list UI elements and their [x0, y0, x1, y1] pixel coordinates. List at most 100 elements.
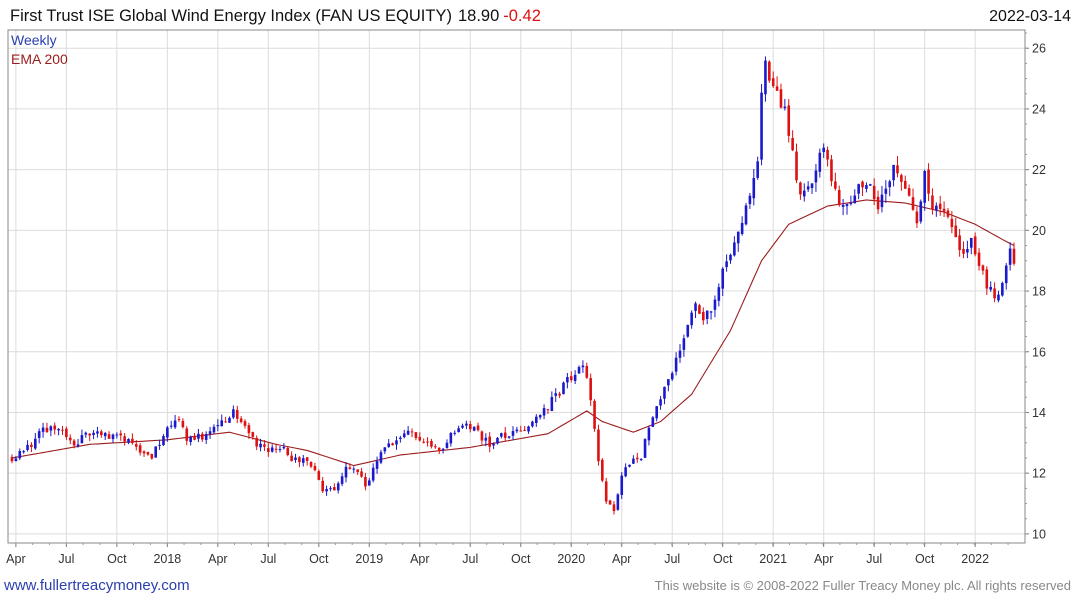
legend-ema: EMA 200	[11, 51, 68, 67]
candle-body	[348, 467, 352, 469]
candle-body	[841, 204, 845, 207]
candle-body	[1008, 248, 1012, 265]
candle-body	[608, 500, 612, 505]
candle-body	[888, 181, 892, 188]
candle-body	[527, 426, 530, 432]
candle-body	[41, 427, 45, 432]
candle-body	[193, 435, 196, 440]
candle-body	[853, 195, 857, 204]
candle-body	[907, 188, 911, 196]
candle-body	[612, 504, 616, 512]
x-tick-label: Apr	[410, 552, 429, 566]
candle-body	[604, 481, 608, 502]
candle-body	[651, 417, 655, 427]
candle-body	[702, 311, 705, 321]
candle-body	[166, 427, 169, 438]
candle-body	[550, 396, 554, 411]
candle-body	[37, 431, 41, 438]
candle-body	[325, 488, 328, 492]
candle-body	[402, 433, 406, 438]
candle-body	[430, 441, 433, 447]
x-tick-label: Jul	[462, 552, 478, 566]
candle-body	[954, 225, 958, 238]
candle-body	[298, 457, 301, 463]
x-tick-label: Apr	[612, 552, 631, 566]
candle-body	[569, 376, 573, 381]
candle-body	[465, 423, 468, 426]
x-tick-label: Jul	[260, 552, 276, 566]
plot-frame	[7, 29, 1026, 544]
candle-body	[169, 425, 173, 427]
candle-body	[305, 457, 309, 461]
candle-body	[721, 268, 725, 289]
candle-body	[1004, 265, 1008, 284]
candle-body	[597, 429, 600, 462]
x-tick-label: Oct	[915, 552, 935, 566]
candle-body	[969, 237, 973, 248]
candle-body	[263, 444, 266, 447]
candle-body	[869, 184, 872, 186]
candle-body	[379, 452, 383, 463]
grid	[8, 30, 1025, 543]
candle-body	[538, 415, 542, 418]
candle-body	[950, 218, 954, 228]
candle-body	[224, 421, 227, 423]
candle-body	[76, 444, 80, 447]
y-tick-label: 26	[1032, 42, 1046, 56]
candle-body	[768, 61, 771, 81]
x-tick-label: Oct	[511, 552, 531, 566]
candle-body	[476, 425, 480, 431]
candle-body	[686, 324, 690, 337]
y-tick-label: 12	[1032, 467, 1046, 481]
candle-body	[220, 420, 224, 427]
candle-body	[581, 365, 585, 368]
candle-body	[795, 151, 798, 181]
candle-body	[247, 425, 251, 434]
candle-body	[927, 169, 930, 194]
candle-body	[546, 409, 550, 411]
candle-body	[942, 208, 946, 212]
candle-body	[682, 338, 686, 350]
candle-body	[255, 437, 258, 447]
candle-body	[103, 432, 107, 437]
candle-body	[670, 373, 674, 380]
candle-body	[488, 436, 491, 447]
candle-body	[744, 205, 748, 225]
candle-body	[872, 185, 876, 200]
candle-body	[158, 444, 161, 446]
candle-body	[294, 457, 297, 460]
candle-body	[208, 431, 212, 435]
title-change: -0.42	[503, 7, 541, 25]
candle-body	[900, 175, 903, 182]
candle-body	[791, 138, 794, 151]
candle-body	[282, 446, 286, 449]
candle-body	[659, 399, 662, 406]
y-tick-label: 24	[1032, 102, 1046, 116]
candle-body	[667, 379, 670, 386]
y-tick-label: 14	[1032, 406, 1046, 420]
candle-body	[123, 436, 126, 442]
candle-body	[585, 366, 589, 378]
candle-body	[919, 201, 923, 222]
candle-body	[115, 434, 119, 436]
candle-body	[134, 444, 138, 447]
legend-weekly: Weekly	[11, 32, 57, 48]
candle-body	[410, 431, 414, 433]
candle-body	[705, 310, 709, 319]
y-tick-label: 20	[1032, 224, 1046, 238]
candle-body	[437, 447, 441, 451]
candle-body	[333, 487, 336, 491]
x-tick-label: 2020	[557, 552, 585, 566]
footer-link[interactable]: www.fullertreacymoney.com	[3, 577, 190, 594]
candle-body	[892, 164, 895, 181]
candle-body	[232, 409, 235, 418]
candle-body	[690, 312, 693, 326]
footer-copyright: This website is © 2008-2022 Fuller Treac…	[655, 578, 1071, 593]
candle-body	[92, 432, 95, 436]
candle-body	[935, 205, 938, 211]
candle-body	[426, 441, 429, 443]
candle-body	[993, 288, 996, 299]
candle-body	[519, 430, 523, 432]
candle-body	[383, 447, 387, 452]
